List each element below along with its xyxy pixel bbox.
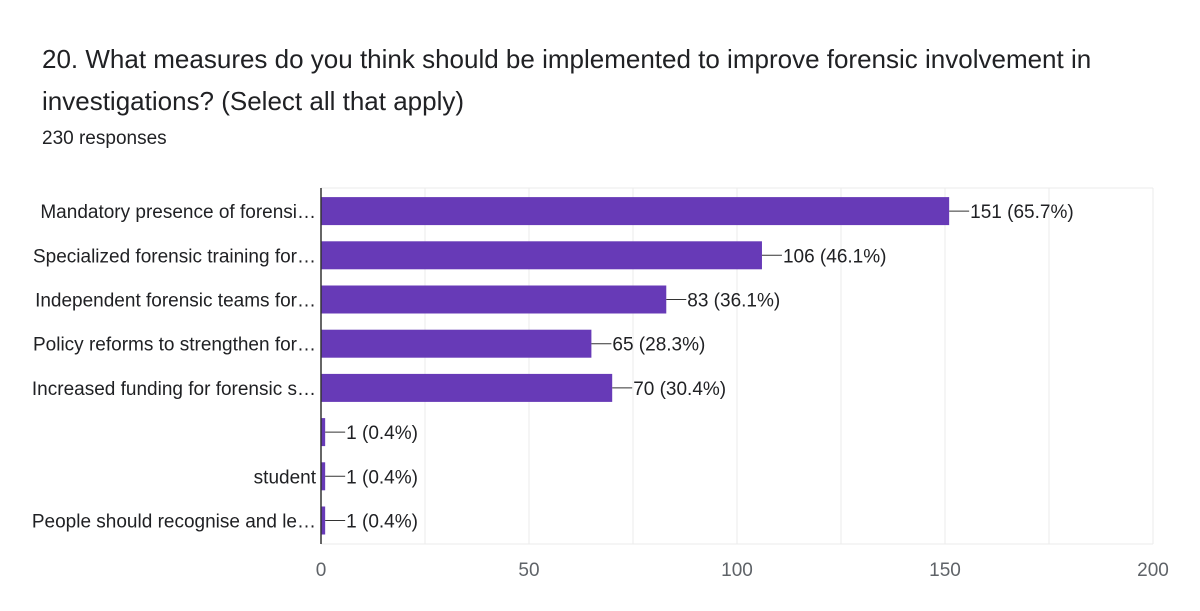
category-label: Policy reforms to strengthen for… xyxy=(33,335,316,356)
labels: 0 50 100 150 200 Mandatory presence of forens… xyxy=(32,202,1169,581)
value-label: 151 (65.7%) xyxy=(970,202,1074,223)
value-label: 70 (30.4%) xyxy=(633,379,726,400)
category-label: People should recognise and le… xyxy=(32,512,316,533)
category-label: Independent forensic teams for… xyxy=(35,291,316,312)
value-label: 1 (0.4%) xyxy=(346,467,418,488)
bar xyxy=(321,418,326,447)
bar xyxy=(321,241,762,270)
value-label: 106 (46.1%) xyxy=(783,246,887,267)
x-tick-label: 0 xyxy=(316,560,327,581)
value-label: 1 (0.4%) xyxy=(346,512,418,533)
question-title: 20. What measures do you think should be… xyxy=(42,44,1092,116)
bar xyxy=(321,285,667,314)
x-tick-label: 100 xyxy=(721,560,753,581)
category-label: Increased funding for forensic s… xyxy=(32,379,316,400)
value-label: 1 (0.4%) xyxy=(346,423,418,444)
category-label: Specialized forensic training for… xyxy=(33,246,316,267)
x-tick-label: 200 xyxy=(1137,560,1169,581)
bar xyxy=(321,506,326,535)
x-tick-label: 150 xyxy=(929,560,961,581)
bar xyxy=(321,197,950,226)
bars xyxy=(320,188,950,544)
x-tick-label: 50 xyxy=(518,560,539,581)
category-label: student xyxy=(254,467,317,488)
bar xyxy=(321,462,326,491)
value-label: 65 (28.3%) xyxy=(612,335,705,356)
bar xyxy=(321,373,613,402)
bar xyxy=(321,329,592,358)
grid-lines xyxy=(320,187,1154,545)
response-count: 230 responses xyxy=(42,128,167,149)
value-label: 83 (36.1%) xyxy=(687,291,780,312)
category-label: Mandatory presence of forensi… xyxy=(40,202,316,223)
